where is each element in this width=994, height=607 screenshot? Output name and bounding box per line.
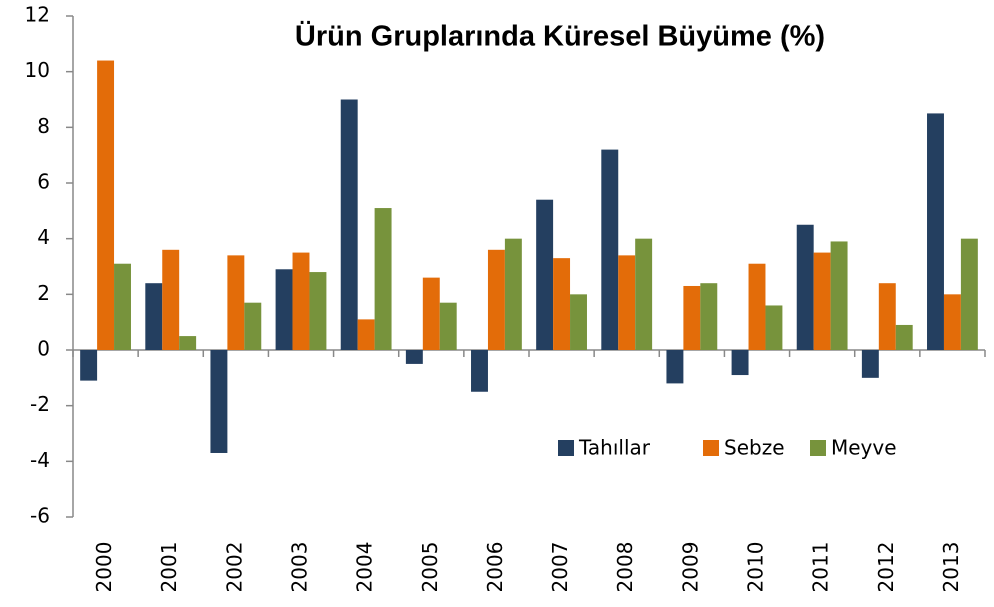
chart-title: Ürün Gruplarında Küresel Büyüme (%) xyxy=(295,20,825,53)
bar xyxy=(471,350,488,392)
bar xyxy=(895,324,913,350)
bar xyxy=(618,255,636,350)
x-tick-label: 2007 xyxy=(548,542,572,593)
legend-swatch xyxy=(703,440,719,456)
bar xyxy=(145,283,163,350)
y-tick-label: 12 xyxy=(25,3,50,27)
y-tick-label: 0 xyxy=(37,337,50,361)
bar xyxy=(570,294,587,350)
bar xyxy=(748,263,766,350)
bar xyxy=(504,238,522,350)
bar xyxy=(553,258,571,350)
bar xyxy=(439,302,457,350)
y-tick-label: -2 xyxy=(30,392,50,416)
bar xyxy=(422,277,440,350)
bar xyxy=(927,113,944,351)
legend-swatch xyxy=(558,440,574,456)
legend-label: Sebze xyxy=(724,436,785,460)
y-tick-label: -4 xyxy=(30,448,50,472)
x-tick-label: 2004 xyxy=(353,542,377,593)
x-tick-label: 2012 xyxy=(874,542,898,593)
legend-label: Tahıllar xyxy=(578,436,651,460)
y-tick-label: -6 xyxy=(30,504,50,528)
bar xyxy=(683,285,701,350)
y-tick-label: 6 xyxy=(37,170,50,194)
bar xyxy=(666,350,684,384)
bar xyxy=(601,149,619,350)
bar xyxy=(80,350,98,381)
bar xyxy=(635,238,653,350)
x-tick-label: 2002 xyxy=(222,542,246,593)
bar xyxy=(114,263,131,350)
bar xyxy=(765,305,783,350)
bar xyxy=(861,350,879,378)
x-tick-label: 2008 xyxy=(613,542,637,593)
bar xyxy=(700,283,718,350)
bar xyxy=(487,249,505,350)
bar xyxy=(943,294,961,350)
bar xyxy=(97,60,115,351)
bar xyxy=(830,241,848,350)
bar xyxy=(340,99,358,350)
bar xyxy=(179,336,197,350)
bar xyxy=(796,224,814,350)
bar xyxy=(731,350,749,376)
bar xyxy=(292,252,310,350)
x-tick-label: 2006 xyxy=(483,542,507,593)
y-tick-label: 8 xyxy=(37,114,50,138)
x-tick-label: 2010 xyxy=(744,542,768,593)
y-tick-label: 4 xyxy=(37,225,50,249)
bar xyxy=(878,283,896,350)
x-tick-label: 2011 xyxy=(809,542,833,593)
y-tick-label: 2 xyxy=(37,281,50,305)
bar xyxy=(309,272,327,350)
bar xyxy=(210,350,228,453)
x-tick-label: 2013 xyxy=(939,542,963,593)
y-tick-label: 10 xyxy=(25,58,50,82)
bar xyxy=(162,249,180,350)
x-tick-label: 2009 xyxy=(678,542,702,593)
bar xyxy=(244,302,262,350)
x-tick-label: 2001 xyxy=(157,542,181,593)
bar xyxy=(405,350,423,364)
bar xyxy=(275,269,293,350)
legend-swatch xyxy=(810,440,826,456)
bar xyxy=(536,199,554,350)
bar xyxy=(227,255,245,350)
legend-label: Meyve xyxy=(831,436,897,460)
bar xyxy=(813,252,831,350)
bar xyxy=(960,238,978,350)
x-tick-label: 2005 xyxy=(418,542,442,593)
x-tick-label: 2000 xyxy=(92,542,116,593)
bar xyxy=(357,319,375,350)
bar xyxy=(374,208,392,350)
x-tick-label: 2003 xyxy=(288,542,312,593)
